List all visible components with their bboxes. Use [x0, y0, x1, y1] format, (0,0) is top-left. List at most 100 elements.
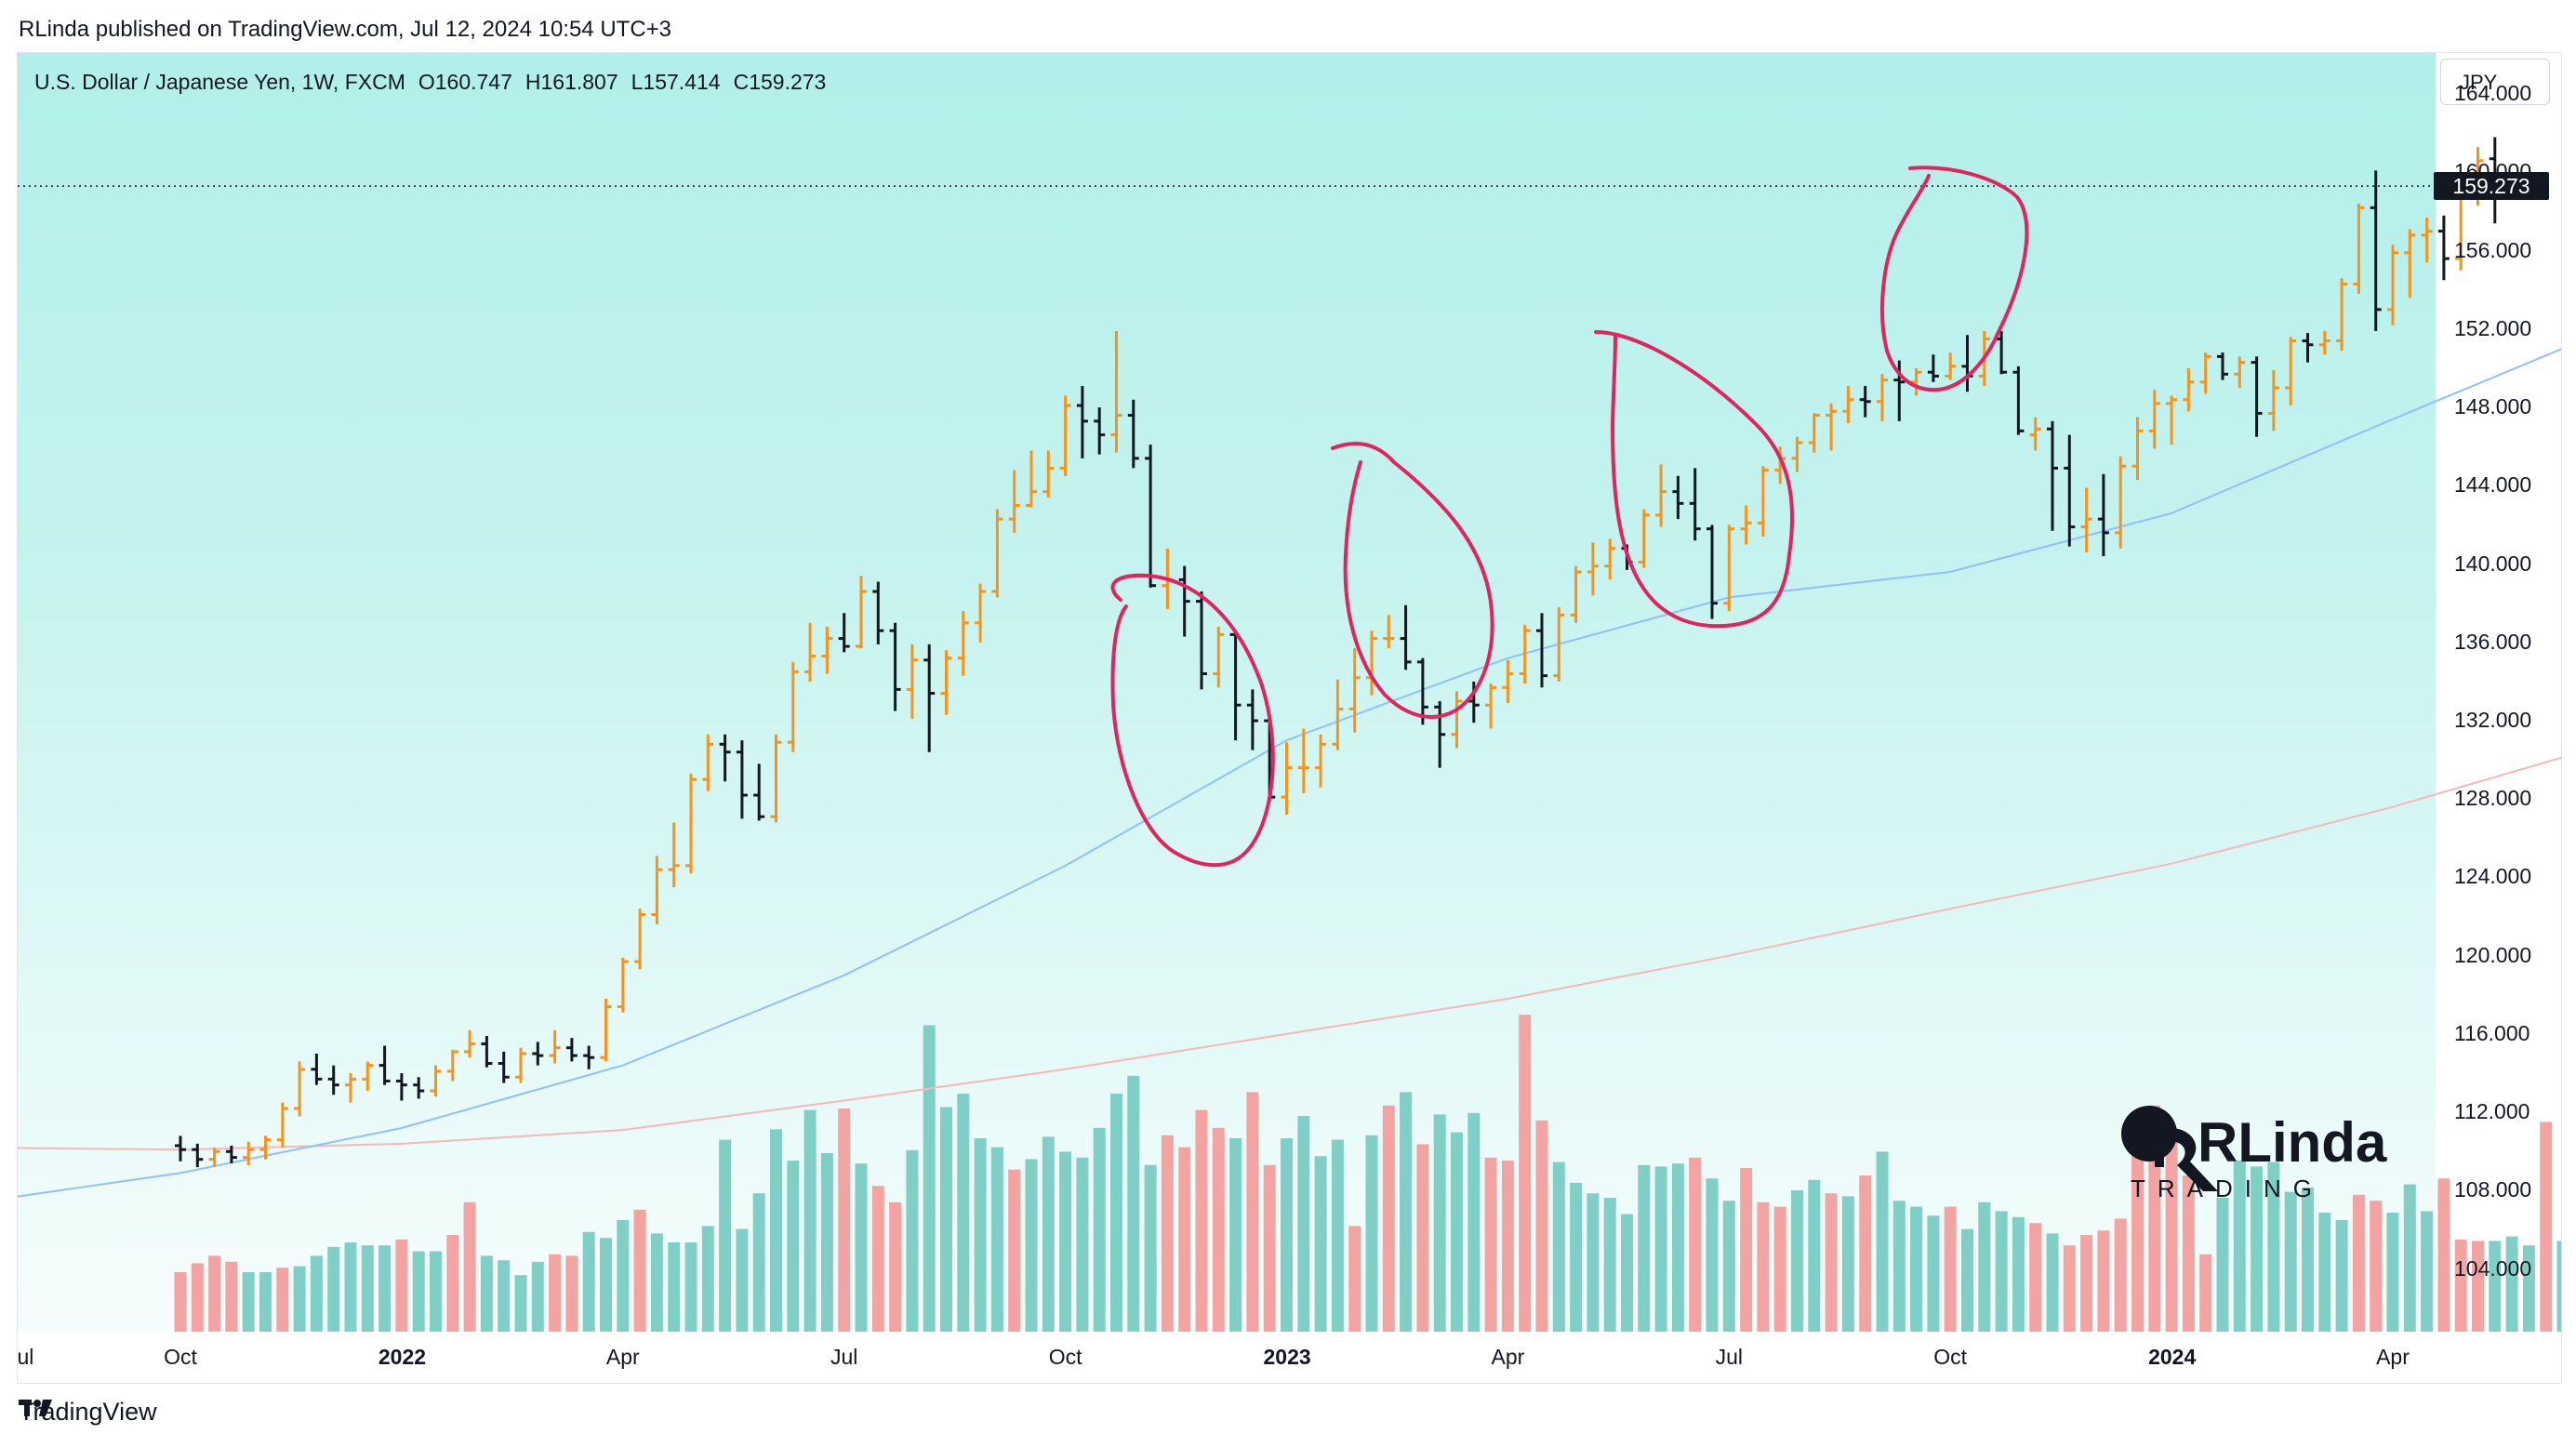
ohlc-bar: [1536, 613, 1547, 688]
ohlc-bar: [1332, 679, 1344, 750]
volume-bar: [906, 1149, 919, 1332]
volume-bar: [600, 1238, 612, 1332]
volume-bar: [1961, 1228, 1973, 1332]
low-value: L157.414: [631, 70, 721, 94]
volume-bar: [480, 1255, 493, 1332]
volume-bar: [1757, 1201, 1770, 1332]
ohlc-bar: [498, 1051, 510, 1083]
ohlc-bar: [600, 999, 612, 1062]
volume-bar: [2386, 1213, 2399, 1332]
chart-pane[interactable]: U.S. Dollar / Japanese Yen, 1W, FXCM O160…: [17, 52, 2562, 1384]
ohlc-bar: [395, 1073, 407, 1101]
ohlc-bar: [2047, 420, 2058, 531]
ohlc-bar: [259, 1135, 272, 1160]
volume-bar: [1706, 1178, 1719, 1332]
ohlc-bar: [1400, 604, 1412, 670]
current-price-label: 159.273: [2434, 172, 2549, 201]
volume-bar: [565, 1255, 578, 1332]
currency-button[interactable]: JPY: [2440, 59, 2550, 105]
time-tick-label: Oct: [1048, 1345, 1082, 1369]
volume-bar: [2522, 1245, 2535, 1332]
ohlc-bar: [2370, 170, 2382, 332]
ohlc-bar: [1808, 413, 1820, 453]
time-tick-label: 2023: [1263, 1345, 1311, 1369]
ohlc-bar: [719, 734, 731, 782]
volume-bar: [684, 1242, 697, 1332]
price-tick-label: 164.000: [2454, 81, 2532, 106]
ohlc-bar: [192, 1143, 204, 1168]
ohlc-bar: [1094, 407, 1106, 455]
moving-average-layer: [18, 348, 2561, 1198]
volume-bar: [1995, 1211, 2008, 1332]
volume-bar: [1281, 1138, 1293, 1332]
volume-bar: [1876, 1151, 1889, 1332]
volume-bar: [531, 1261, 544, 1332]
logo-wordmark: RLinda: [2198, 1111, 2387, 1174]
ohlc-bar: [1246, 689, 1258, 750]
logo-subtitle: TRADING: [2131, 1175, 2324, 1202]
ohlc-bar: [515, 1047, 526, 1083]
ohlc-bar: [1110, 331, 1122, 453]
annotation-circle-1: [1110, 573, 1275, 868]
price-axis[interactable]: 164.000160.000156.000152.000148.000144.0…: [2436, 53, 2561, 1332]
ohlc-bar: [753, 763, 765, 821]
volume-bar: [617, 1220, 630, 1332]
volume-bar: [242, 1272, 255, 1332]
volume-bar: [2403, 1184, 2416, 1332]
price-chart[interactable]: [18, 53, 2561, 1332]
volume-bar: [2165, 1134, 2178, 1332]
ohlc-bar: [1297, 728, 1309, 793]
ohlc-bar: [1604, 538, 1616, 580]
volume-bar: [1365, 1135, 1378, 1332]
footer[interactable]: TradingView: [19, 1398, 157, 1427]
ohlc-bar: [1570, 565, 1582, 623]
volume-bar: [514, 1275, 527, 1332]
ohlc-bar: [856, 576, 867, 649]
ohlc-bar: [685, 773, 697, 874]
volume-bar: [259, 1272, 272, 1332]
volume-bar: [2199, 1254, 2212, 1332]
volume-bar: [1161, 1135, 1174, 1332]
ohlc-bar: [2012, 365, 2025, 435]
ohlc-bar: [1348, 648, 1361, 733]
volume-bar: [1825, 1193, 1838, 1332]
volume-bar: [1587, 1193, 1600, 1332]
price-tick-label: 140.000: [2454, 551, 2532, 576]
time-axis[interactable]: JulOct2022AprJulOct2023AprJulOct2024AprJ…: [18, 1332, 2436, 1383]
volume-bar: [2556, 1241, 2561, 1332]
volume-bar: [378, 1245, 392, 1332]
ohlc-legend: U.S. Dollar / Japanese Yen, 1W, FXCM O160…: [34, 70, 839, 95]
volume-bar: [1093, 1127, 1106, 1332]
ohlc-bar: [481, 1036, 493, 1068]
volume-bar: [2472, 1241, 2484, 1332]
plot-area[interactable]: [18, 53, 2436, 1332]
ohlc-bar: [2199, 352, 2211, 394]
ohlc-bar: [804, 622, 817, 682]
ohlc-bar: [821, 626, 833, 674]
ohlc-bar: [549, 1029, 561, 1064]
volume-bar: [1076, 1157, 1089, 1332]
ohlc-bar: [668, 822, 680, 888]
volume-bar: [2335, 1220, 2348, 1332]
ohlc-bar: [311, 1053, 323, 1085]
time-tick-label: Jul: [1715, 1345, 1743, 1369]
ohlc-bar: [327, 1065, 339, 1095]
volume-bar: [668, 1242, 681, 1332]
ohlc-bar: [702, 734, 714, 791]
volume-bar: [1382, 1105, 1395, 1332]
price-tick-label: 104.000: [2454, 1255, 2532, 1281]
time-tick-label: Apr: [1491, 1345, 1525, 1369]
ohlc-bar: [2217, 352, 2228, 380]
volume-bar: [1263, 1164, 1276, 1332]
volume-bar: [1603, 1198, 1616, 1332]
annotation-circle-4: [1880, 166, 2029, 392]
ohlc-bar: [1945, 352, 1957, 380]
volume-bar: [344, 1242, 357, 1332]
volume-bar: [1467, 1112, 1481, 1332]
volume-bar: [923, 1025, 936, 1332]
volume-bar: [838, 1108, 851, 1332]
volume-bar: [2012, 1216, 2025, 1332]
volume-bar: [1400, 1092, 1413, 1332]
ohlc-bar: [2353, 204, 2365, 294]
price-tick-label: 128.000: [2454, 786, 2532, 811]
